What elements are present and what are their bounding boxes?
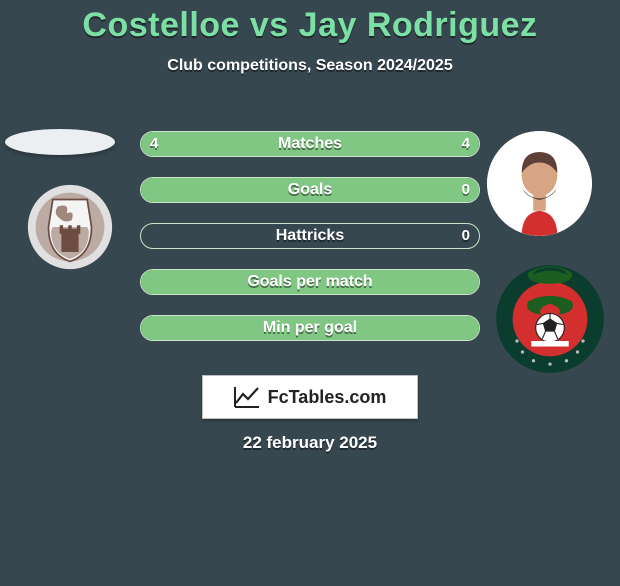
club-crest-right-icon (495, 264, 605, 374)
date-label: 22 february 2025 (0, 433, 620, 453)
page-title: Costelloe vs Jay Rodriguez (0, 6, 620, 45)
left-player-avatar (5, 129, 115, 155)
stat-row: Goals0 (140, 177, 480, 203)
bar-track (140, 269, 480, 295)
bar-left-fill (141, 270, 479, 294)
stat-row: Goals per match (140, 269, 480, 295)
bar-left-fill (141, 132, 310, 156)
stat-row: Min per goal (140, 315, 480, 341)
bar-left-fill (141, 178, 479, 202)
comparison-chart: Matches44 Goals0 Hattricks0 Goals per match… (140, 131, 480, 361)
bar-left-fill (141, 316, 479, 340)
bar-track (140, 223, 480, 249)
page-subtitle: Club competitions, Season 2024/2025 (0, 57, 620, 75)
stat-row: Hattricks0 (140, 223, 480, 249)
right-player-avatar (487, 131, 592, 236)
club-crest-left-icon (27, 184, 113, 270)
player-avatar-icon (487, 131, 592, 236)
left-club-crest (27, 184, 113, 270)
stat-row: Matches44 (140, 131, 480, 157)
brand-box: FcTables.com (202, 375, 418, 419)
bar-track (140, 177, 480, 203)
right-club-crest (495, 264, 605, 374)
line-chart-icon (234, 386, 260, 408)
brand-text: FcTables.com (268, 387, 387, 408)
bar-track (140, 131, 480, 157)
bar-right-fill (310, 132, 479, 156)
bar-track (140, 315, 480, 341)
